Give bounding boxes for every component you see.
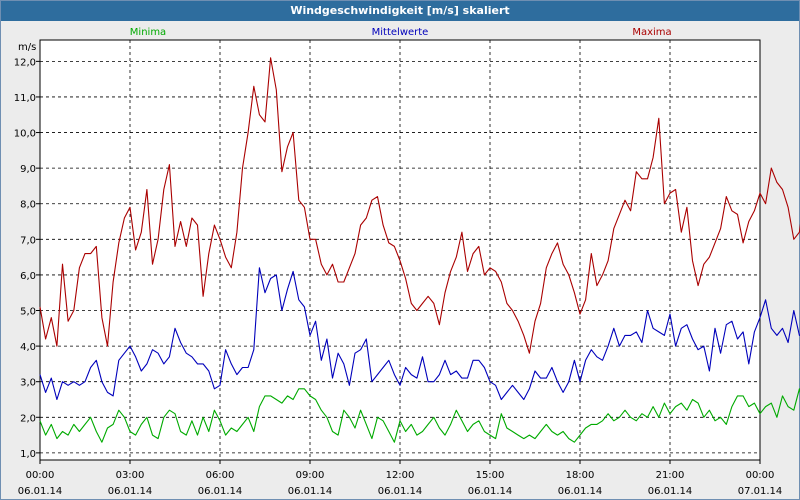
window-title: Windgeschwindigkeit [m/s] skaliert bbox=[1, 1, 799, 21]
y-tick-label: 9,0 bbox=[20, 164, 36, 175]
x-tick-time-label: 03:00 bbox=[116, 470, 145, 481]
x-tick-time-label: 06:00 bbox=[206, 470, 235, 481]
x-tick-time-label: 18:00 bbox=[566, 470, 595, 481]
y-tick-label: 8,0 bbox=[20, 200, 36, 211]
y-axis-label: m/s bbox=[18, 42, 36, 53]
x-tick-time-label: 12:00 bbox=[386, 470, 415, 481]
y-tick-label: 1,0 bbox=[20, 449, 36, 460]
x-tick-date-label: 06.01.14 bbox=[468, 486, 513, 497]
x-tick-time-label: 00:00 bbox=[746, 470, 775, 481]
grid-lines bbox=[36, 40, 761, 464]
y-tick-label: 10,0 bbox=[14, 129, 36, 140]
x-tick-date-label: 06.01.14 bbox=[558, 486, 603, 497]
axis-labels: m/s 1,0 2,0 3,0 4,0 5,0 6,0 7,0 8,0 9,0 10,0 11,0 1… bbox=[14, 42, 783, 497]
x-tick-time-label: 00:00 bbox=[26, 470, 55, 481]
x-tick-time-label: 15:00 bbox=[476, 470, 505, 481]
x-tick-date-label: 06.01.14 bbox=[198, 486, 243, 497]
x-tick-date-label: 06.01.14 bbox=[18, 486, 63, 497]
y-tick-label: 2,0 bbox=[20, 413, 36, 424]
x-tick-date-label: 06.01.14 bbox=[648, 486, 693, 497]
x-tick-time-label: 21:00 bbox=[656, 470, 685, 481]
y-tick-label: 6,0 bbox=[20, 271, 36, 282]
y-tick-label: 12,0 bbox=[14, 57, 36, 68]
series-line-minima bbox=[39, 388, 800, 443]
x-tick-time-label: 09:00 bbox=[296, 470, 325, 481]
x-tick-date-label: 07.01.14 bbox=[738, 486, 783, 497]
legend-minima: Minima bbox=[130, 27, 166, 38]
legend: Minima Mittelwerte Maxima bbox=[130, 27, 672, 38]
legend-mittelwerte: Mittelwerte bbox=[372, 27, 429, 38]
x-tick-date-label: 06.01.14 bbox=[288, 486, 333, 497]
y-tick-label: 11,0 bbox=[14, 93, 36, 104]
series-line-mittelwerte bbox=[39, 267, 800, 401]
y-tick-label: 5,0 bbox=[20, 307, 36, 318]
y-tick-label: 4,0 bbox=[20, 342, 36, 353]
x-tick-date-label: 06.01.14 bbox=[378, 486, 423, 497]
legend-maxima: Maxima bbox=[632, 27, 671, 38]
series-lines bbox=[39, 57, 800, 443]
y-tick-label: 3,0 bbox=[20, 378, 36, 389]
y-tick-label: 7,0 bbox=[20, 235, 36, 246]
x-tick-date-label: 06.01.14 bbox=[108, 486, 153, 497]
series-line-maxima bbox=[39, 57, 800, 354]
